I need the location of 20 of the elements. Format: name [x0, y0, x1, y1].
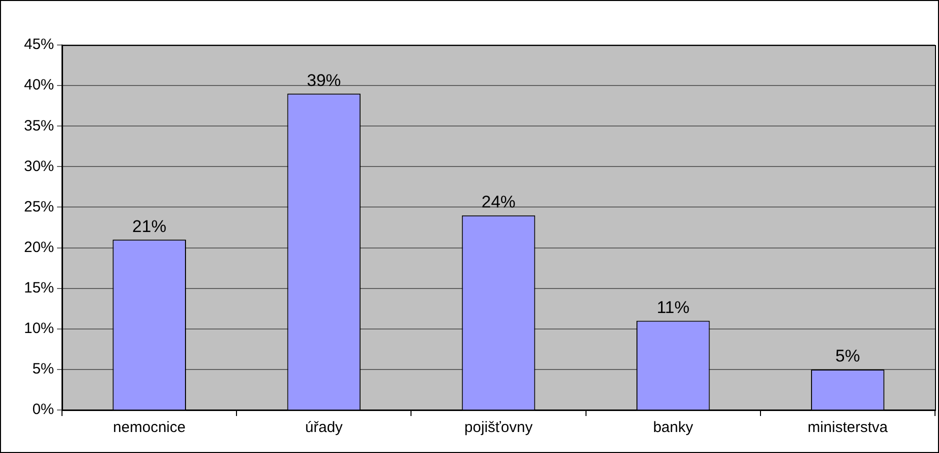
x-tick-label: banky [653, 419, 694, 436]
y-tick-label: 10% [24, 320, 54, 338]
data-label: 39% [306, 70, 341, 90]
y-tick-label: 15% [24, 279, 54, 296]
y-tick-label: 0% [32, 401, 54, 418]
x-tick-label: úřady [305, 419, 344, 436]
y-tick-label: 45% [24, 36, 54, 54]
y-tick-label: 25% [24, 198, 54, 216]
y-tick-label: 5% [32, 360, 54, 378]
y-tick-label: 30% [24, 158, 54, 175]
x-tick-label: pojišťovny [464, 419, 534, 436]
x-tick-label: ministerstva [808, 419, 888, 436]
y-tick-label: 20% [24, 238, 54, 256]
data-label: 11% [656, 298, 690, 317]
y-tick-label: 40% [24, 76, 54, 94]
data-label: 21% [132, 216, 166, 236]
data-label: 24% [481, 192, 516, 212]
y-tick-label: 35% [24, 117, 54, 134]
data-label: 5% [835, 346, 860, 366]
x-tick-label: nemocnice [113, 419, 186, 436]
